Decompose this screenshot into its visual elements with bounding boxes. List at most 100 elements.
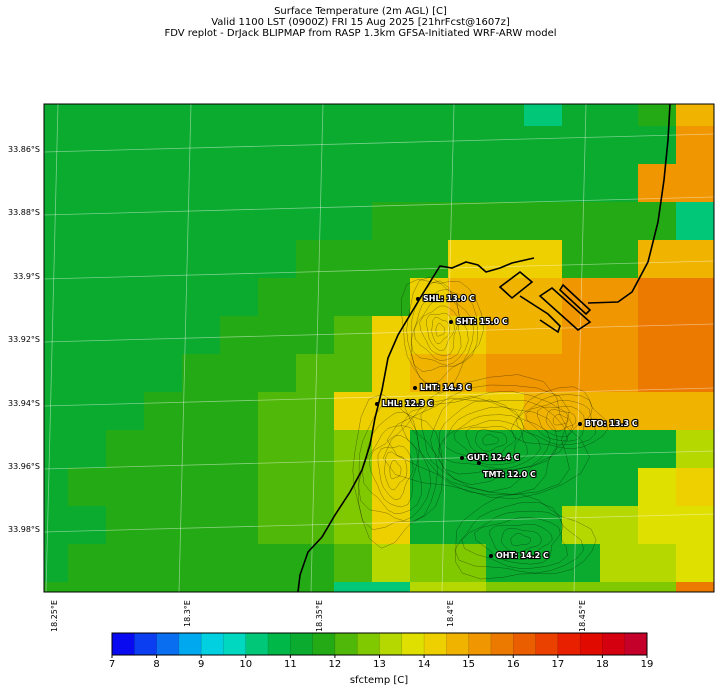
grid-cell <box>410 468 449 507</box>
grid-cell <box>182 104 221 127</box>
grid-cell <box>334 104 373 127</box>
grid-cell <box>334 278 373 317</box>
grid-cell <box>600 506 639 545</box>
grid-cell <box>296 104 335 127</box>
grid-cell <box>524 354 563 393</box>
grid-cell <box>600 202 639 241</box>
grid-cell <box>334 164 373 203</box>
lat-label: 33.98°S <box>8 525 40 534</box>
colorbar-tick-label: 13 <box>373 659 386 670</box>
grid-cell <box>714 202 721 241</box>
grid-cell <box>600 544 639 583</box>
lat-label: 33.96°S <box>8 462 40 471</box>
grid-cell <box>448 392 487 431</box>
colorbar-bin <box>134 633 157 655</box>
station-dot <box>449 320 453 324</box>
grid-cell <box>182 278 221 317</box>
colorbar-bin <box>357 633 380 655</box>
grid-cell <box>220 104 259 127</box>
grid-cell <box>714 278 721 317</box>
grid-cell <box>258 430 297 469</box>
grid-cell <box>714 430 721 469</box>
colorbar-tick-label: 18 <box>596 659 609 670</box>
grid-cell <box>714 468 721 507</box>
grid-cell <box>334 354 373 393</box>
station-dot <box>460 456 464 460</box>
grid-cell <box>448 164 487 203</box>
grid-cell <box>258 240 297 279</box>
grid-cell <box>638 354 677 393</box>
grid-cell <box>334 506 373 545</box>
grid-cell <box>372 316 411 355</box>
grid-cell <box>44 278 69 317</box>
grid-cell <box>44 506 69 545</box>
grid-cell <box>676 126 714 165</box>
grid-cell <box>296 430 335 469</box>
grid-cell <box>182 430 221 469</box>
colorbar-bin <box>223 633 247 655</box>
grid-cell <box>334 392 373 431</box>
grid-cell <box>372 104 411 127</box>
grid-cell <box>410 506 449 545</box>
grid-cell <box>220 164 259 203</box>
grid-cell <box>258 104 297 127</box>
grid-cell <box>714 316 721 355</box>
grid-cell <box>220 278 259 317</box>
grid-cell <box>372 506 411 545</box>
grid-cell <box>714 582 721 621</box>
grid-cell <box>410 164 449 203</box>
colorbar-bin <box>424 633 447 655</box>
grid-cell <box>524 544 563 583</box>
grid-cell <box>106 126 145 165</box>
grid-cell <box>68 278 107 317</box>
grid-cell <box>182 126 221 165</box>
grid-cell <box>182 544 221 583</box>
grid-cell <box>68 620 107 659</box>
grid-cell <box>334 126 373 165</box>
grid-cell <box>68 126 107 165</box>
grid-cell <box>524 430 563 469</box>
grid-cell <box>68 392 107 431</box>
grid-cell <box>44 354 69 393</box>
colorbar-tick-label: 15 <box>462 659 476 670</box>
grid-cell <box>600 164 639 203</box>
grid-cell <box>68 582 107 592</box>
grid-cell <box>296 468 335 507</box>
grid-cell <box>296 240 335 279</box>
grid-cell <box>562 164 601 203</box>
grid-cell <box>182 202 221 241</box>
lat-label: 33.94°S <box>8 399 40 408</box>
grid-cell <box>448 354 487 393</box>
grid-cell <box>562 544 601 583</box>
station-label: OHT: 14.2 C <box>496 551 549 560</box>
model-subtitle: FDV replot - DrJack BLIPMAP from RASP 1.… <box>164 28 557 39</box>
grid-cell <box>220 582 259 592</box>
grid-cell <box>68 468 107 507</box>
grid-cell <box>106 354 145 393</box>
grid-cell <box>448 506 487 545</box>
grid-cell <box>144 278 183 317</box>
grid-cell <box>258 354 297 393</box>
grid-cell <box>44 468 69 507</box>
grid-cell <box>410 202 449 241</box>
grid-cell <box>182 582 221 592</box>
grid-cell <box>714 544 721 583</box>
colorbar-bin <box>513 633 536 655</box>
grid-cell <box>68 202 107 241</box>
colorbar-bin <box>290 633 314 655</box>
grid-cell <box>448 316 487 355</box>
grid-cell <box>44 202 69 241</box>
grid-cell <box>144 126 183 165</box>
grid-cell <box>524 164 563 203</box>
grid-cell <box>448 544 487 583</box>
grid-cell <box>106 430 145 469</box>
grid-cell <box>106 468 145 507</box>
grid-cell <box>106 104 145 127</box>
grid-cell <box>220 202 259 241</box>
grid-cell <box>486 202 525 241</box>
grid-cell <box>524 582 563 592</box>
station-dot <box>375 402 379 406</box>
grid-cell <box>296 392 335 431</box>
map-frame <box>43 103 715 593</box>
lon-label: 18.35°E <box>315 600 324 632</box>
